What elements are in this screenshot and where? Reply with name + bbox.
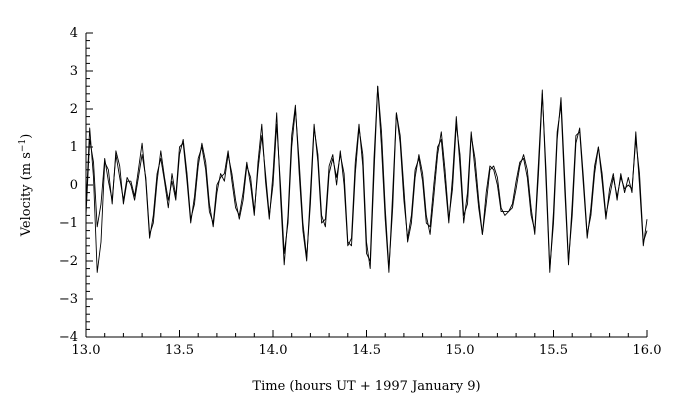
x-tick-label: 14.5	[352, 343, 381, 358]
y-tick-label: −1	[59, 216, 78, 231]
velocity-series-1	[85, 85, 648, 270]
y-axis-title-exponent: −1	[18, 139, 28, 152]
y-axis: 4 3 2 1 0 −1 −2 −3 −4	[59, 26, 93, 345]
x-tick-label: 13.0	[72, 343, 101, 358]
y-axis-title: Velocity (m s−1)	[18, 134, 34, 238]
y-tick-label: −3	[59, 292, 78, 307]
x-axis-title: Time (hours UT + 1997 January 9)	[252, 379, 480, 394]
x-axis: 13.0 13.5 14.0 14.5 15.0 15.5 16.0	[72, 330, 662, 358]
x-tick-label: 14.0	[259, 343, 288, 358]
x-tick-label: 16.0	[633, 343, 662, 358]
y-tick-label: 0	[70, 178, 78, 193]
y-axis-title-close: )	[19, 134, 34, 139]
y-tick-label: −2	[59, 254, 78, 269]
velocity-series-2	[85, 85, 648, 273]
x-tick-label: 15.5	[539, 343, 568, 358]
y-axis-title-main: Velocity (m s	[19, 152, 34, 237]
y-tick-label: 2	[70, 102, 78, 117]
x-tick-label: 15.0	[446, 343, 475, 358]
y-tick-label: 4	[70, 26, 78, 41]
y-tick-label: −4	[59, 330, 78, 345]
y-tick-label: 1	[70, 140, 78, 155]
plot-series	[85, 85, 648, 273]
y-tick-label: 3	[70, 64, 78, 79]
x-tick-label: 13.5	[165, 343, 194, 358]
